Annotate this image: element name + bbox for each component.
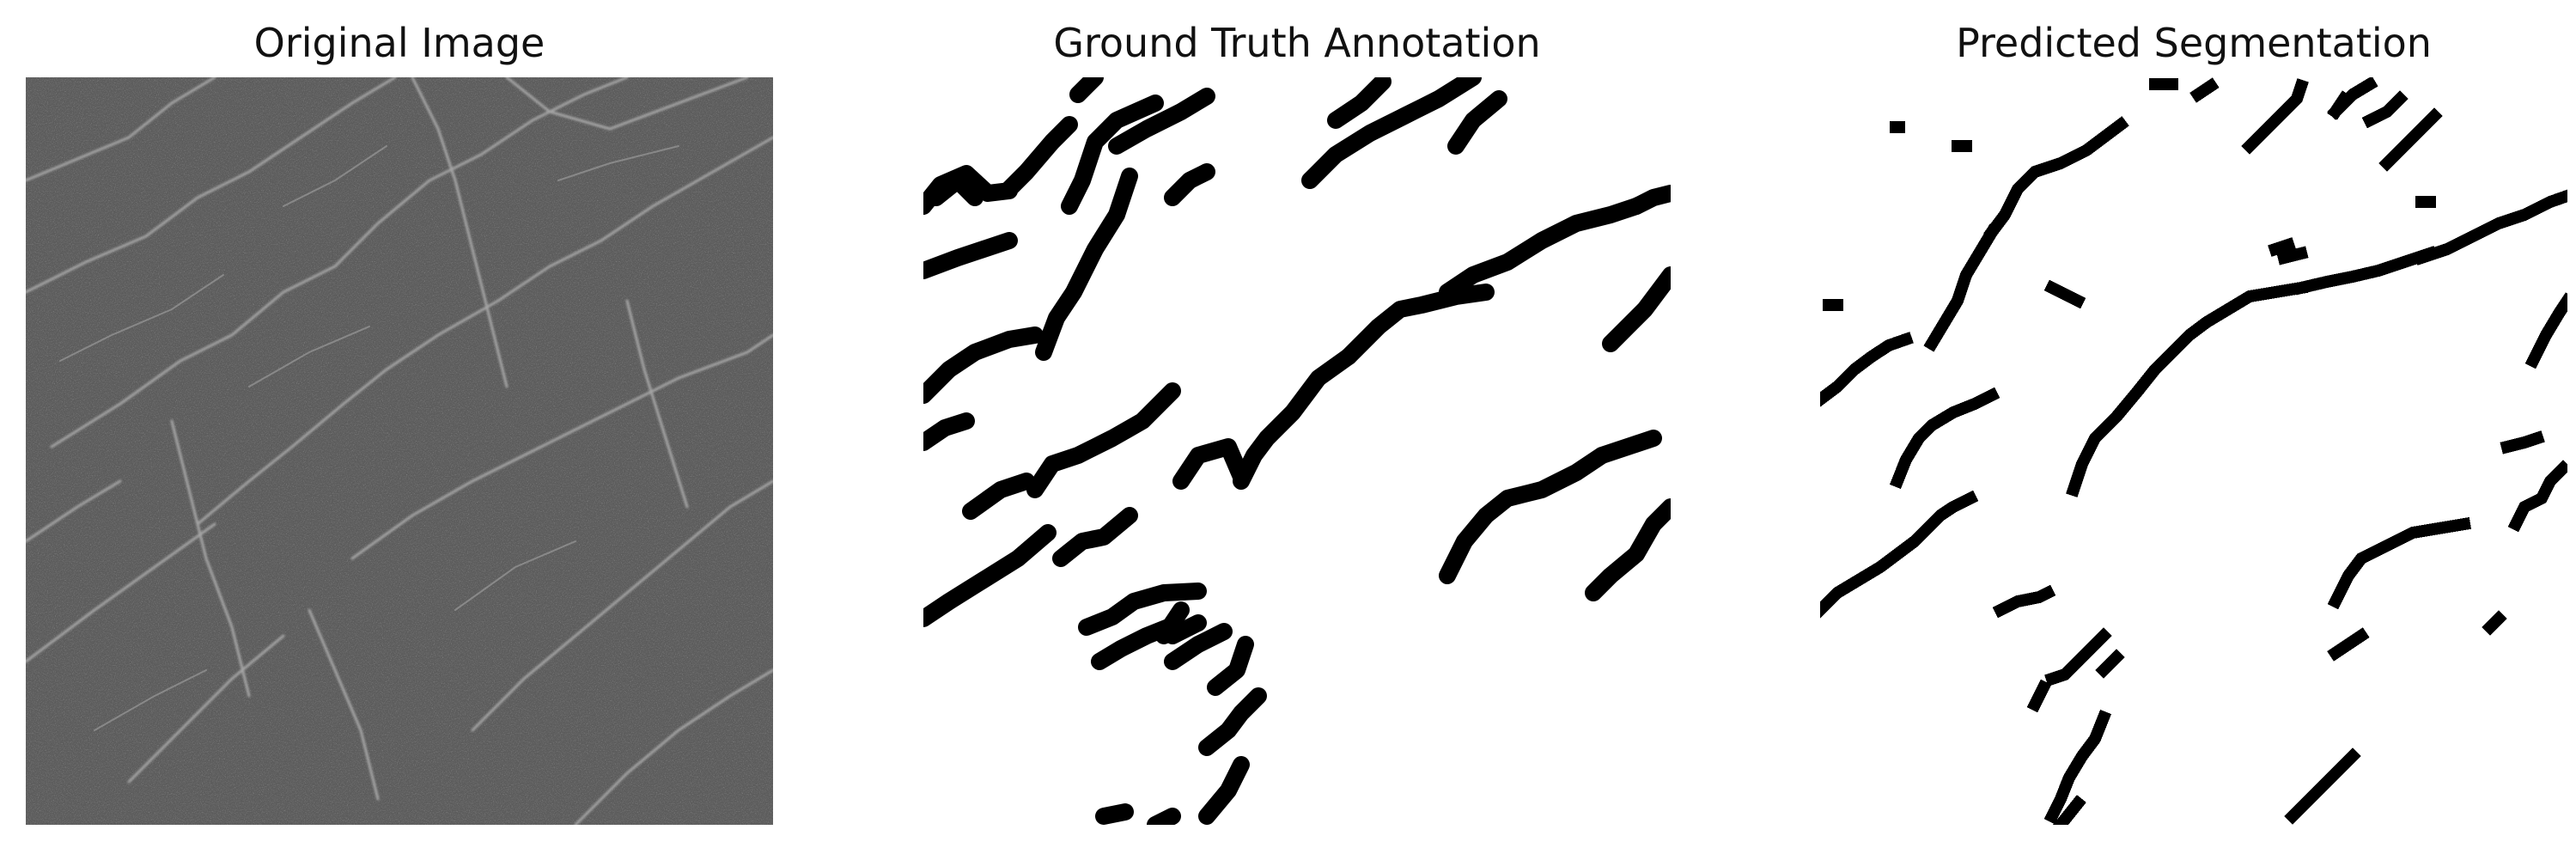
original-image [26,77,773,825]
annotation-strokes [923,77,1671,825]
panel-title-original: Original Image [253,20,545,66]
faint-cracks [59,145,679,731]
panel-title-predicted: Predicted Segmentation [1956,20,2432,66]
predicted-mask [1820,77,2567,825]
panel-title-ground-truth: Ground Truth Annotation [1053,20,1541,66]
panel-original-image: Original Image [26,0,773,848]
surface-cracks [26,77,773,825]
panel-ground-truth: Ground Truth Annotation [923,0,1671,848]
ground-truth-mask [923,77,1671,825]
prediction-blocks [1820,77,2567,825]
panel-predicted-segmentation: Predicted Segmentation [1820,0,2567,848]
